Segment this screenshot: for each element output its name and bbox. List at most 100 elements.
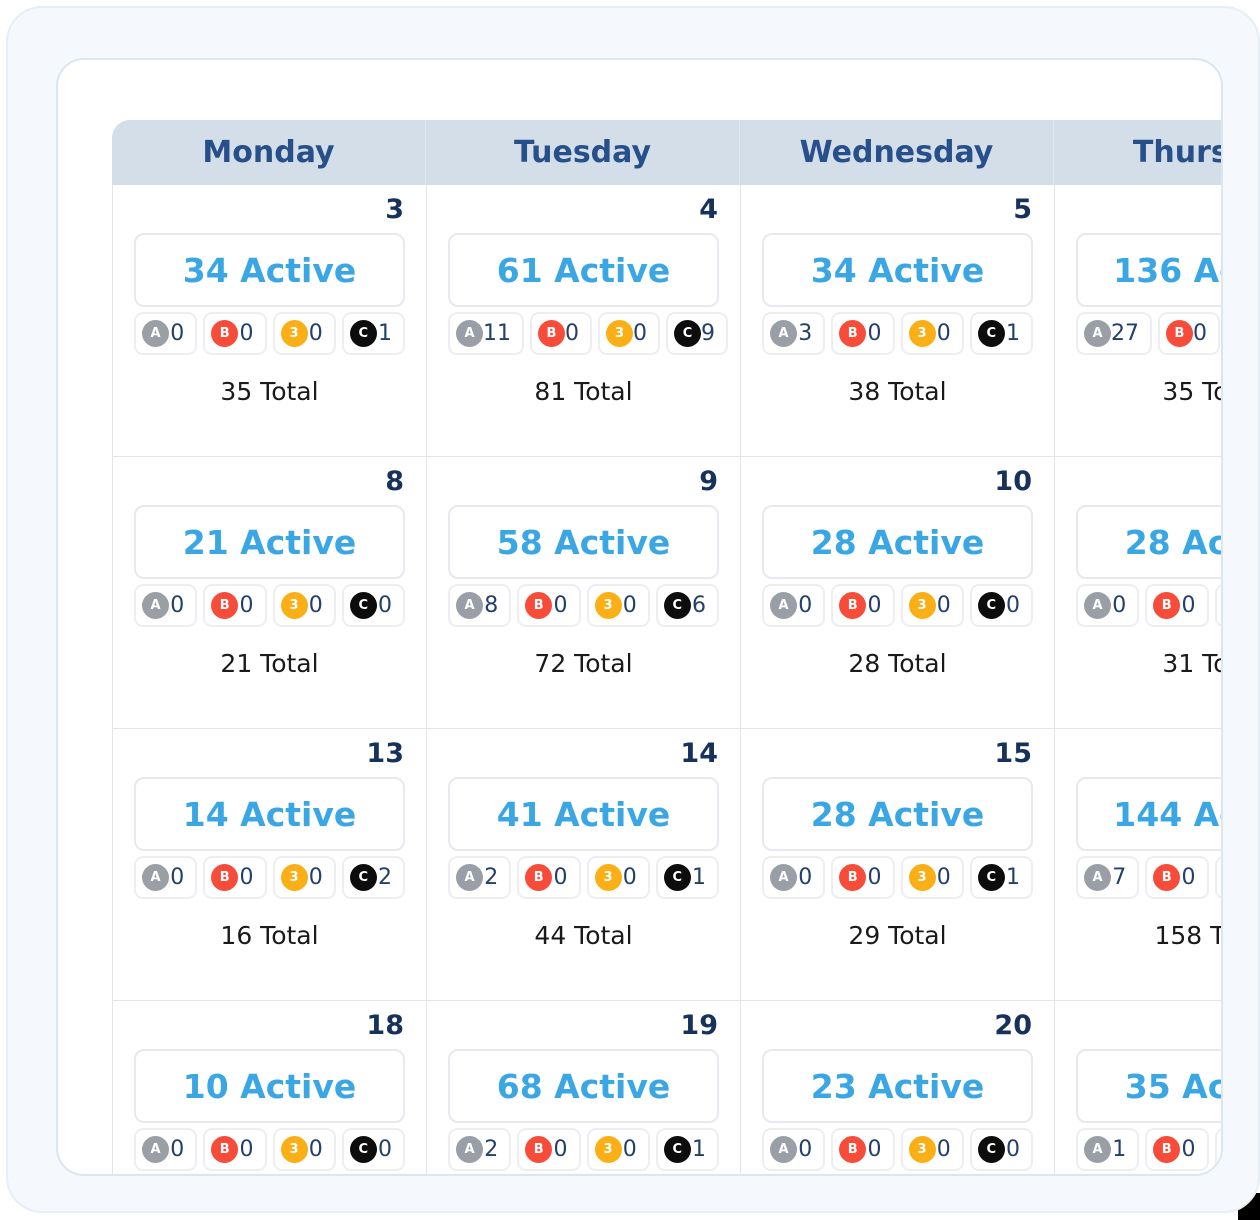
active-count-button[interactable]: 41 Active bbox=[448, 777, 719, 851]
badge-chip[interactable]: 3 0 bbox=[1214, 856, 1221, 899]
day-total-label: 81 Total bbox=[534, 377, 633, 406]
badge-chip[interactable]: A 0 bbox=[134, 856, 198, 899]
badge-chip[interactable]: C 2 bbox=[341, 856, 405, 899]
badge-chip[interactable]: B 0 bbox=[1145, 1128, 1209, 1171]
active-count-button[interactable]: 14 Active bbox=[134, 777, 405, 851]
badge-count: 3 bbox=[798, 321, 813, 346]
badge-chip[interactable]: C 0 bbox=[341, 1128, 405, 1171]
badge-chip[interactable]: B 0 bbox=[831, 856, 895, 899]
badge-chip[interactable]: A 0 bbox=[762, 1128, 826, 1171]
badge-c-icon: C bbox=[977, 592, 1005, 619]
badge-count: 0 bbox=[378, 1137, 392, 1162]
badge-chip[interactable]: B 0 bbox=[831, 1128, 895, 1171]
badge-chip[interactable]: B 0 bbox=[203, 312, 267, 355]
badge-chip[interactable]: B 0 bbox=[1145, 856, 1209, 899]
badge-3-icon: 3 bbox=[908, 1136, 936, 1163]
badge-chip[interactable]: 3 0 bbox=[900, 584, 964, 627]
badge-chip[interactable]: A 0 bbox=[134, 1128, 198, 1171]
badge-count: 0 bbox=[798, 593, 813, 618]
badge-chip[interactable]: 3 0 bbox=[1214, 584, 1221, 627]
badge-chip[interactable]: 3 0 bbox=[1214, 1128, 1221, 1171]
day-total-label: 21 Total bbox=[220, 649, 319, 678]
active-count-button[interactable]: 61 Active bbox=[448, 233, 719, 307]
badge-chip[interactable]: A 0 bbox=[134, 312, 198, 355]
day-total-label: 29 Total bbox=[848, 921, 947, 950]
badge-chip[interactable]: A 7 bbox=[1076, 856, 1140, 899]
active-count-button[interactable]: 34 Active bbox=[134, 233, 405, 307]
badge-chip[interactable]: A 2 bbox=[448, 1128, 512, 1171]
badge-chip[interactable]: B 0 bbox=[1145, 584, 1209, 627]
badge-chip[interactable]: C 1 bbox=[969, 856, 1033, 899]
calendar-day-cell: 5 34 Active A 3 B 0 3 0 C 1 38 Total bbox=[741, 185, 1055, 457]
badge-chip[interactable]: A 1 bbox=[1076, 1128, 1140, 1171]
active-count-button[interactable]: 28 Active bbox=[1076, 505, 1221, 579]
active-count-button[interactable]: 136 Active bbox=[1076, 233, 1221, 307]
active-count-button[interactable]: 144 Active bbox=[1076, 777, 1221, 851]
active-count-button[interactable]: 58 Active bbox=[448, 505, 719, 579]
badge-chip[interactable]: B 0 bbox=[203, 584, 267, 627]
badge-chip[interactable]: A 8 bbox=[448, 584, 512, 627]
badge-chip[interactable]: A 0 bbox=[134, 584, 198, 627]
badge-b-icon: B bbox=[211, 1136, 239, 1163]
badge-chip[interactable]: B 0 bbox=[1158, 312, 1220, 355]
active-count-button[interactable]: 10 Active bbox=[134, 1049, 405, 1123]
badge-b-icon: B bbox=[839, 864, 867, 891]
badge-row: A 7 B 0 3 0 C 0 bbox=[1076, 856, 1221, 899]
badge-chip[interactable]: 3 0 bbox=[900, 856, 964, 899]
badge-chip[interactable]: 3 0 bbox=[900, 1128, 964, 1171]
badge-chip[interactable]: B 0 bbox=[831, 312, 895, 355]
badge-chip[interactable]: A 0 bbox=[762, 584, 826, 627]
badge-chip[interactable]: B 0 bbox=[517, 1128, 581, 1171]
active-count-button[interactable]: 23 Active bbox=[762, 1049, 1033, 1123]
day-number: 18 bbox=[366, 1010, 404, 1041]
badge-chip[interactable]: C 0 bbox=[969, 584, 1033, 627]
badge-a-icon: A bbox=[770, 864, 797, 891]
day-number: 9 bbox=[699, 466, 718, 497]
badge-chip[interactable]: 3 0 bbox=[586, 584, 650, 627]
badge-count: 0 bbox=[1181, 593, 1196, 618]
badge-chip[interactable]: C 1 bbox=[341, 312, 405, 355]
badge-chip[interactable]: C 1 bbox=[655, 856, 719, 899]
badge-count: 0 bbox=[936, 865, 951, 890]
badge-chip[interactable]: A 0 bbox=[762, 856, 826, 899]
badge-a-icon: A bbox=[1084, 592, 1111, 619]
badge-chip[interactable]: 3 0 bbox=[272, 1128, 336, 1171]
active-count-button[interactable]: 21 Active bbox=[134, 505, 405, 579]
active-count-button[interactable]: 34 Active bbox=[762, 233, 1033, 307]
badge-chip[interactable]: A 11 bbox=[448, 312, 524, 355]
badge-chip[interactable]: B 0 bbox=[517, 856, 581, 899]
badge-chip[interactable]: 3 0 bbox=[272, 312, 336, 355]
badge-b-icon: B bbox=[525, 1136, 553, 1163]
badge-count: 0 bbox=[170, 321, 185, 346]
badge-chip[interactable]: A 2 bbox=[448, 856, 512, 899]
badge-chip[interactable]: A 3 bbox=[762, 312, 826, 355]
badge-chip[interactable]: 3 0 bbox=[598, 312, 660, 355]
active-count-button[interactable]: 28 Active bbox=[762, 777, 1033, 851]
badge-chip[interactable]: A 0 bbox=[1076, 584, 1140, 627]
badge-row: A 11 B 0 3 0 C 9 bbox=[448, 312, 728, 355]
badge-chip[interactable]: C 1 bbox=[655, 1128, 719, 1171]
active-count-button[interactable]: 35 Active bbox=[1076, 1049, 1221, 1123]
active-count-button[interactable]: 68 Active bbox=[448, 1049, 719, 1123]
badge-chip[interactable]: B 0 bbox=[530, 312, 592, 355]
badge-row: A 3 B 0 3 0 C 1 bbox=[762, 312, 1033, 355]
badge-chip[interactable]: 3 0 bbox=[272, 584, 336, 627]
badge-chip[interactable]: 3 0 bbox=[900, 312, 964, 355]
badge-chip[interactable]: C 1 bbox=[969, 312, 1033, 355]
badge-count: 6 bbox=[692, 593, 706, 618]
badge-chip[interactable]: B 0 bbox=[203, 1128, 267, 1171]
badge-chip[interactable]: 3 0 bbox=[586, 856, 650, 899]
badge-chip[interactable]: B 0 bbox=[517, 584, 581, 627]
badge-chip[interactable]: C 0 bbox=[969, 1128, 1033, 1171]
badge-c-icon: C bbox=[977, 1136, 1005, 1163]
badge-chip[interactable]: 3 0 bbox=[586, 1128, 650, 1171]
badge-chip[interactable]: B 0 bbox=[831, 584, 895, 627]
badge-3-icon: 3 bbox=[280, 320, 308, 347]
badge-chip[interactable]: C 9 bbox=[666, 312, 728, 355]
active-count-button[interactable]: 28 Active bbox=[762, 505, 1033, 579]
badge-chip[interactable]: B 0 bbox=[203, 856, 267, 899]
badge-chip[interactable]: C 0 bbox=[341, 584, 405, 627]
badge-chip[interactable]: 3 0 bbox=[272, 856, 336, 899]
badge-chip[interactable]: A 27 bbox=[1076, 312, 1152, 355]
badge-chip[interactable]: C 6 bbox=[655, 584, 719, 627]
